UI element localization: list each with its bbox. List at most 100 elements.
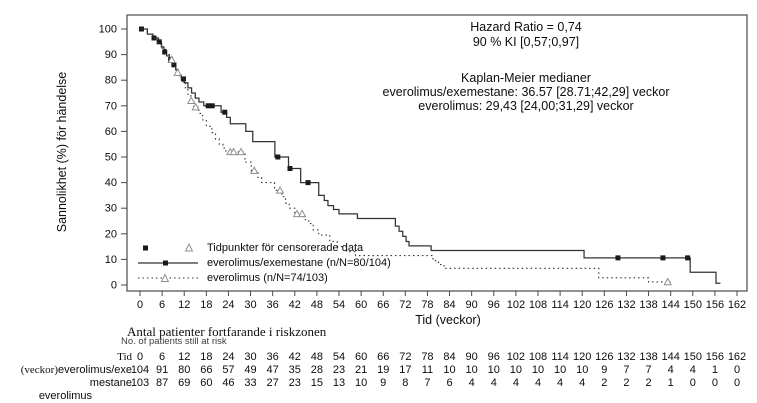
risk-table-value: 132 <box>617 351 636 363</box>
x-tick-label: 90 <box>466 299 478 311</box>
risk-table-value: 35 <box>288 364 301 376</box>
x-tick-label: 30 <box>244 299 256 311</box>
x-tick-label: 60 <box>355 299 367 311</box>
risk-table-row-0: Tid 0 6 12 18 24 30 36 42 48 54 60 66 72 78 84 90 96 102 10… <box>0 351 757 364</box>
censor-marker-triangle <box>173 68 182 76</box>
y-tick-label: 40 <box>105 177 117 189</box>
risk-table-value: 10 <box>576 364 589 376</box>
risk-table-value: 1 <box>667 377 674 389</box>
x-tick-label: 18 <box>200 299 212 311</box>
x-tick-label: 162 <box>728 299 746 311</box>
risk-table-value: 15 <box>310 377 323 389</box>
risk-table-value: 6 <box>446 377 453 389</box>
risk-table-label-fragment: everolimus/exe <box>58 364 132 376</box>
risk-table-value: 162 <box>727 351 747 363</box>
risk-table-value: 4 <box>490 377 497 389</box>
x-tick-label: 156 <box>706 299 724 311</box>
x-tick-label: 24 <box>222 299 234 311</box>
risk-table-value: 10 <box>553 364 567 376</box>
risk-table-value: 4 <box>468 377 475 389</box>
censor-marker-square <box>305 180 311 186</box>
x-tick-label: 84 <box>443 299 455 311</box>
censor-marker-triangle <box>249 166 259 174</box>
risk-table-value: 54 <box>332 351 346 363</box>
censor-marker-square <box>660 255 666 261</box>
x-tick-label: 150 <box>684 299 702 311</box>
risk-table-value: 114 <box>551 351 569 363</box>
y-tick-label: 10 <box>105 254 117 266</box>
x-tick-label: 36 <box>267 299 279 311</box>
risk-table-value: 1 <box>711 364 718 376</box>
risk-table-value: 10 <box>465 364 478 376</box>
risk-table-value: 48 <box>310 351 323 363</box>
risk-table-value: 144 <box>661 351 680 363</box>
risk-table-row-1: (veckor)everolimus/exe 104 91 80 66 57 49 47 35 2… <box>0 364 757 377</box>
risk-table-value: 23 <box>288 377 301 389</box>
risk-table-value: 69 <box>178 377 191 389</box>
risk-table-value: 60 <box>200 377 213 389</box>
risk-table-value: 4 <box>534 377 542 389</box>
plot-border <box>126 14 748 292</box>
risk-table-value: 27 <box>266 377 279 389</box>
risk-table-value: 7 <box>645 364 652 376</box>
risk-table-value: 102 <box>506 351 526 363</box>
risk-table-value: 60 <box>354 351 368 363</box>
risk-table-value: 19 <box>377 364 390 376</box>
risk-table-value: 66 <box>200 364 213 376</box>
risk-table-value: 0 <box>689 377 696 389</box>
risk-table-value: 49 <box>244 364 257 376</box>
x-tick-label: 6 <box>159 299 165 311</box>
km-median-everolimus-text: everolimus: 29,43 [24,00;31,29] veckor <box>418 99 634 113</box>
risk-table-row-3: everolimus <box>0 390 757 403</box>
risk-table-value: 4 <box>689 364 696 376</box>
risk-table-value: 8 <box>402 377 409 389</box>
risk-table-value: 2 <box>645 377 652 389</box>
censor-marker-square <box>156 39 162 45</box>
risk-table-row-label: (veckor)everolimus/exe <box>0 364 132 377</box>
censor-marker-square <box>171 62 177 68</box>
legend-row-series2: everolimus (n/N=74/103) <box>136 270 391 285</box>
legend-series2-label: everolimus (n/N=74/103) <box>207 271 328 284</box>
risk-table-label-fragment: mestane <box>89 377 132 389</box>
x-tick-label: 72 <box>399 299 411 311</box>
risk-table-value: 2 <box>623 377 630 389</box>
risk-table-label-fragment: (veckor) <box>20 364 59 376</box>
censor-marker-square <box>615 255 621 261</box>
risk-table-label-fragment: Tid <box>117 351 132 363</box>
risk-table-value: 150 <box>683 351 702 363</box>
risk-table-value: 28 <box>310 364 323 376</box>
censor-marker-triangle <box>186 96 196 104</box>
risk-table-value: 10 <box>443 364 456 376</box>
risk-table-value: 12 <box>178 351 191 363</box>
risk-table-value: 4 <box>579 377 586 389</box>
risk-table-value: 66 <box>377 351 390 363</box>
risk-table-value: 120 <box>573 351 592 363</box>
risk-table-value: 10 <box>487 364 500 376</box>
risk-table-value: 0 <box>136 351 144 363</box>
risk-table-value: 0 <box>711 377 718 389</box>
legend-series1-label: everolimus/exemestane (n/N=80/104) <box>207 256 391 269</box>
x-tick-label: 48 <box>311 299 323 311</box>
risk-table-value: 33 <box>244 377 257 389</box>
risk-table-value: 84 <box>443 351 456 363</box>
y-tick-label: 80 <box>105 75 117 87</box>
censor-marker-triangle <box>292 209 302 218</box>
censor-marker-square <box>275 154 281 160</box>
km-median-combo-text: everolimus/exemestane: 36.57 [28.71;42,2… <box>382 85 670 99</box>
x-tick-label: 120 <box>573 299 591 311</box>
risk-table-value: 91 <box>155 364 169 376</box>
x-tick-label: 78 <box>421 299 433 311</box>
x-tick-label: 54 <box>333 299 345 311</box>
y-tick-label: 70 <box>105 100 117 112</box>
censor-marker-triangle <box>229 147 238 156</box>
confidence-interval-text: 90 % KI [0,57;0,97] <box>472 35 580 49</box>
risk-table-row-label: everolimus <box>0 390 92 403</box>
legend-censored-label: Tidpunkter för censorerade data <box>207 241 364 254</box>
risk-table-value: 10 <box>531 364 545 376</box>
risk-table-value: 78 <box>421 351 434 363</box>
risk-table-value: 17 <box>399 364 412 376</box>
hazard-ratio-text: Hazard Ratio = 0,74 <box>470 20 582 34</box>
km-curve-dotted <box>140 28 671 283</box>
censor-marker-square <box>180 76 186 82</box>
